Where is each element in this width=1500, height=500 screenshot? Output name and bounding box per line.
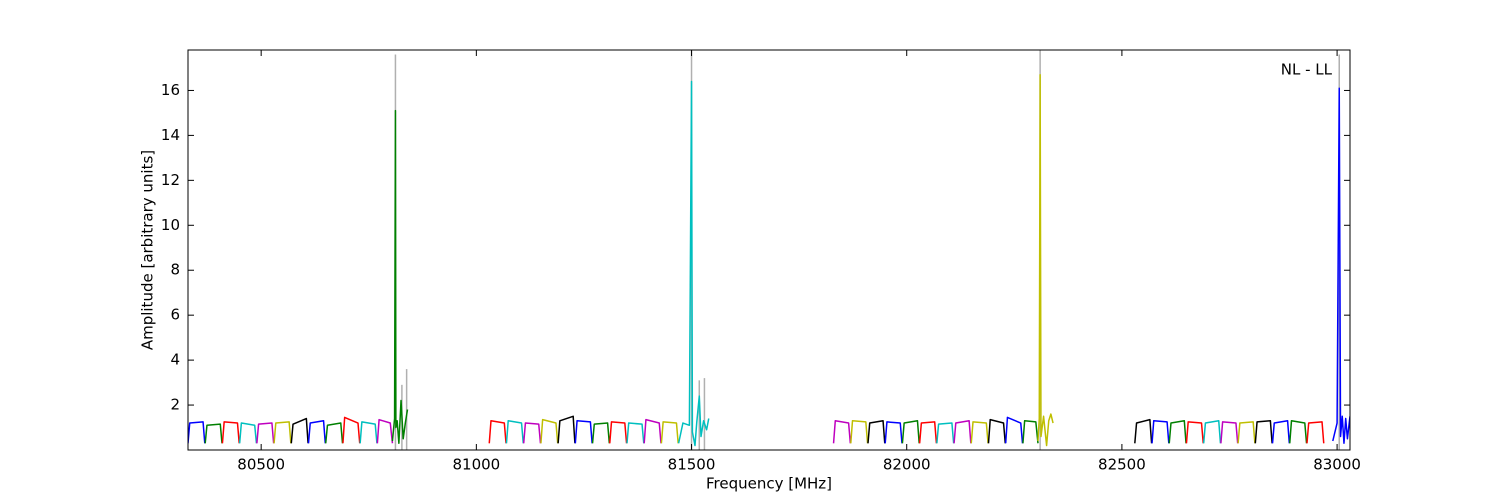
y-axis-label: Amplitude [arbitrary units] — [139, 150, 157, 350]
series-line — [953, 420, 972, 444]
series-line — [273, 421, 292, 444]
series-line — [867, 420, 886, 444]
y-tick-label: 6 — [170, 306, 180, 324]
series-line — [359, 421, 378, 444]
series-line — [238, 422, 258, 444]
series-line — [1151, 420, 1170, 444]
series-line — [557, 415, 576, 444]
y-tick-label: 4 — [170, 351, 180, 369]
series-line — [188, 421, 206, 444]
series-line — [591, 422, 611, 444]
series-line — [936, 422, 955, 444]
y-tick-label: 2 — [170, 396, 180, 414]
series-line — [1237, 421, 1256, 444]
series-line — [574, 420, 593, 444]
series-line — [540, 418, 559, 444]
plot-area — [188, 50, 1350, 450]
series-line — [256, 422, 275, 444]
series-line — [850, 420, 869, 444]
series-line — [1220, 421, 1239, 444]
x-axis-label: Frequency [MHz] — [706, 475, 832, 493]
series-line — [324, 422, 344, 444]
y-tick-label: 10 — [161, 216, 180, 234]
series-line — [204, 423, 223, 444]
y-tick-label: 16 — [161, 81, 180, 99]
series-line — [376, 418, 394, 444]
axes-frame — [187, 49, 1351, 451]
x-tick-label: 81000 — [452, 456, 500, 474]
x-tick-label: 82000 — [883, 456, 931, 474]
series-line — [643, 418, 662, 444]
series-line — [391, 109, 409, 445]
y-tick-label: 14 — [161, 126, 180, 144]
series-line — [307, 420, 327, 444]
series-line — [1202, 420, 1222, 444]
series-line — [1254, 420, 1273, 444]
series-line — [884, 421, 903, 444]
series-line — [609, 421, 628, 444]
series-line — [1004, 416, 1024, 444]
series-line — [342, 416, 361, 444]
series-line — [677, 80, 710, 447]
series-line — [488, 420, 507, 444]
series-line — [918, 421, 938, 444]
series-line — [970, 421, 989, 444]
series-line — [1037, 73, 1054, 447]
x-tick-label: 81500 — [668, 456, 716, 474]
x-tick-label: 82500 — [1098, 456, 1146, 474]
x-tick-label: 83000 — [1313, 456, 1361, 474]
series-line — [1271, 420, 1291, 444]
y-tick-label: 8 — [170, 261, 180, 279]
series-line — [660, 421, 679, 444]
series-line — [626, 422, 645, 444]
series-line — [221, 421, 240, 444]
x-tick-label: 80500 — [237, 456, 285, 474]
series-line — [1168, 420, 1187, 444]
series-line — [1134, 418, 1153, 444]
series-line — [832, 420, 852, 444]
series-line — [290, 417, 309, 444]
series-line — [1022, 420, 1039, 444]
annotation: NL - LL — [1281, 61, 1333, 79]
series-line — [522, 422, 542, 444]
series-line — [1185, 421, 1204, 444]
series-line — [901, 420, 920, 444]
series-line — [505, 420, 525, 444]
series-line — [1289, 420, 1308, 444]
series-line — [1332, 87, 1350, 445]
series-line — [1306, 421, 1325, 444]
series-line — [987, 418, 1007, 444]
y-tick-label: 12 — [161, 171, 180, 189]
